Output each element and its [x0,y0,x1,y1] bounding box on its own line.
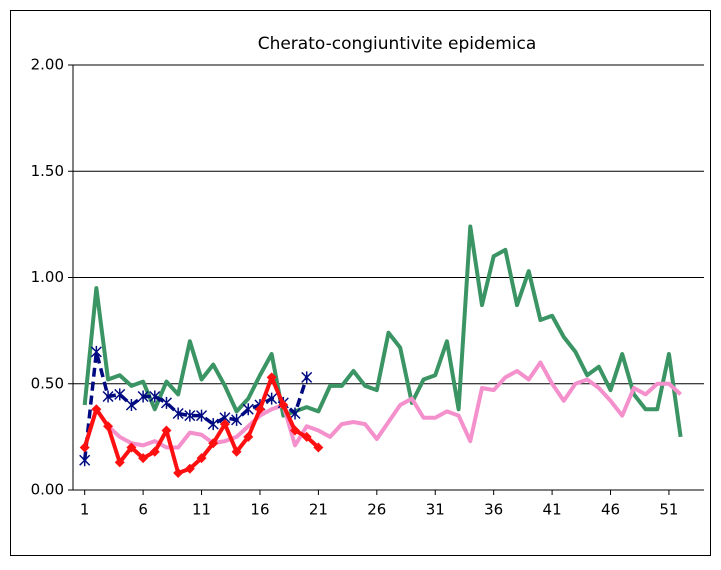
x-tick-label: 21 [309,501,328,519]
marker [137,390,149,403]
marker [207,418,219,431]
marker [242,403,254,416]
marker [266,392,278,405]
marker [91,404,102,415]
marker [313,442,324,453]
chart-border [10,10,711,556]
marker [301,431,312,442]
marker [184,409,196,422]
marker [114,388,126,401]
x-tick-label: 1 [80,501,90,519]
marker [79,454,91,467]
marker [79,442,90,453]
chart-title: Cherato-congiuntivite epidemica [258,34,537,54]
x-tick-label: 11 [192,501,211,519]
marker [266,372,277,383]
marker [278,400,289,410]
x-tick-label: 31 [426,501,445,519]
x-tick-label: 46 [601,501,620,519]
series-line [82,224,683,438]
y-tick-label: 0.00 [31,481,64,499]
y-tick-label: 0.50 [31,374,64,392]
marker [289,407,301,420]
series-line [82,360,682,450]
x-tick-label: 36 [484,501,503,519]
marker [114,457,125,468]
marker [196,453,207,464]
marker [126,442,137,453]
marker [290,425,301,436]
marker [103,421,114,432]
y-tick-label: 1.50 [31,162,64,180]
marker [196,409,208,422]
marker [243,431,254,442]
x-tick-label: 51 [659,501,678,519]
marker [138,453,149,464]
marker [254,404,265,415]
x-tick-label: 41 [543,501,562,519]
marker [219,419,230,430]
marker [160,396,173,409]
marker [184,463,195,474]
marker [208,438,219,449]
marker [90,345,102,358]
marker [301,371,313,384]
x-tick-label: 26 [367,501,386,519]
y-tick-label: 2.00 [31,56,64,74]
marker [161,425,172,436]
y-tick-label: 1.00 [31,268,64,286]
marker [173,468,184,478]
marker [231,446,242,457]
marker [149,446,160,457]
marker [172,407,184,420]
marker [102,390,114,403]
marker [231,413,243,426]
marker [149,390,161,403]
x-tick-label: 6 [138,501,148,519]
x-tick-label: 16 [250,501,269,519]
marker [125,399,137,411]
